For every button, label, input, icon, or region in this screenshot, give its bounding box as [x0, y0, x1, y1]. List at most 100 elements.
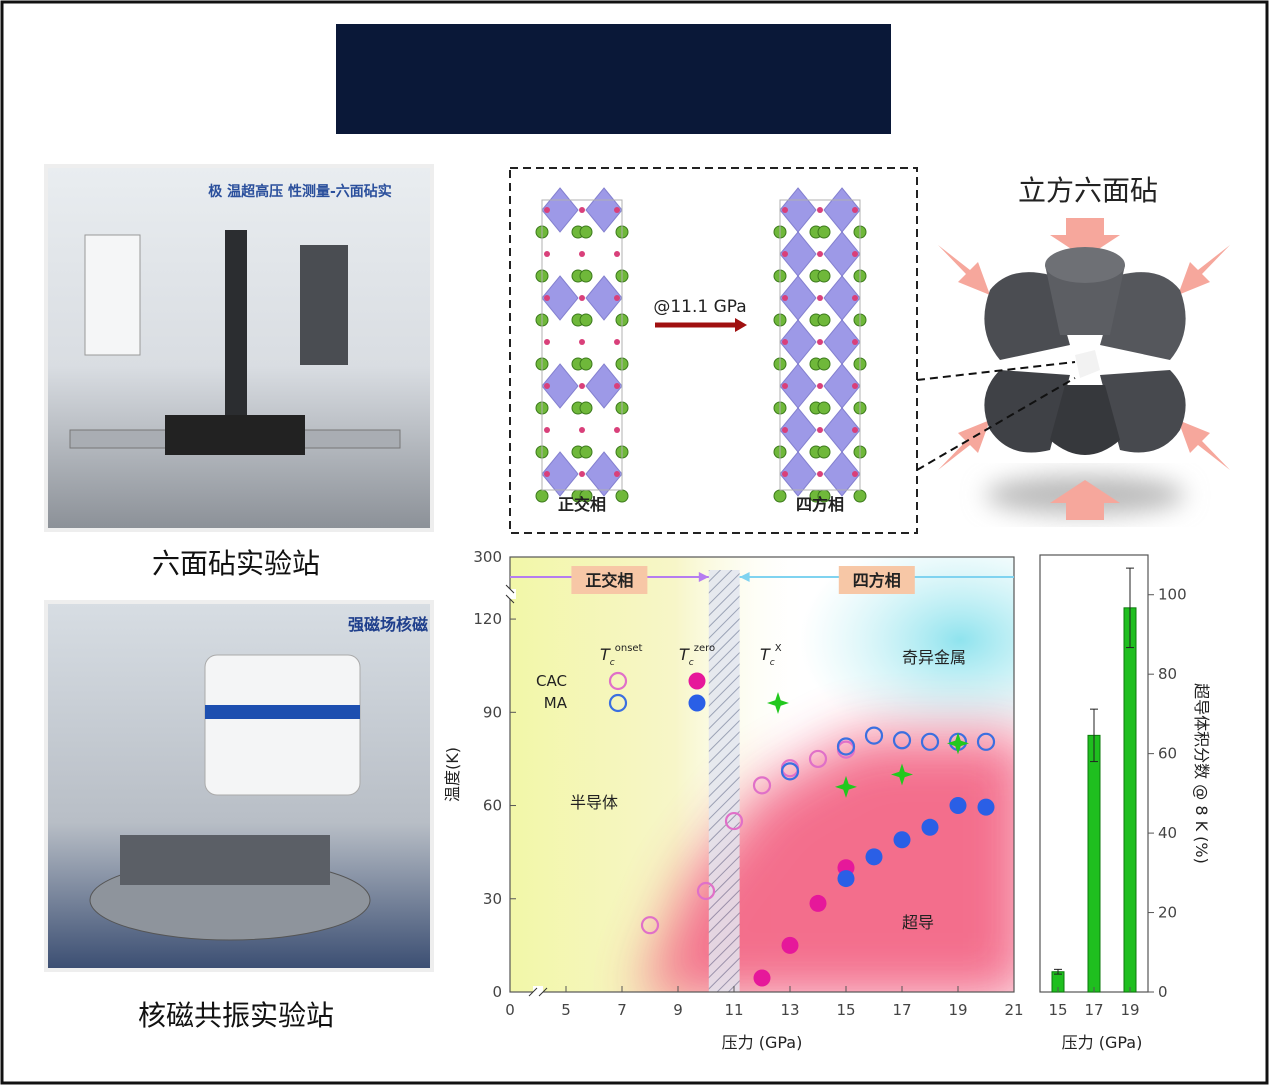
legend-marker	[608, 693, 628, 713]
atom	[614, 339, 620, 345]
atom	[817, 207, 823, 213]
anvil-block	[984, 370, 1070, 453]
x-axis-label: 压力 (GPa)	[1062, 1033, 1143, 1052]
x-tick-label: 15	[1048, 1001, 1067, 1019]
y-tick-label: 40	[1158, 824, 1177, 842]
y-tick-label: 0	[492, 983, 502, 1001]
anvil-block	[1100, 272, 1186, 360]
legend-column-label: TcX	[760, 643, 782, 668]
atom	[817, 225, 831, 239]
y-tick-label: 90	[483, 703, 502, 721]
atom	[773, 489, 787, 503]
sign-text: 极 温超高压 性测量-六面砧实	[208, 183, 392, 200]
atom	[579, 207, 585, 213]
atom	[782, 207, 788, 213]
transition-band	[708, 570, 740, 992]
sign-text: 强磁场核磁	[348, 615, 428, 634]
x-tick-label: 19	[948, 1001, 967, 1019]
lattice	[535, 187, 867, 503]
y-tick-label: 120	[473, 610, 502, 628]
photo-2: 强磁场核磁	[44, 600, 434, 972]
x-tick-label: 5	[561, 1001, 571, 1019]
force-arrow	[1178, 245, 1230, 295]
filled-marker	[949, 797, 967, 815]
atom	[544, 383, 550, 389]
phase-arrow-head	[698, 572, 709, 582]
force-arrow	[1050, 218, 1120, 258]
atom	[615, 489, 629, 503]
y-tick-label: 80	[1158, 665, 1177, 683]
filled-marker	[977, 798, 995, 816]
filled-marker	[781, 936, 799, 954]
legend-column-label: Tconset	[600, 643, 643, 668]
legend-marker	[688, 694, 706, 712]
filled-marker	[809, 894, 827, 912]
anvil-title: 立方六面砧	[1018, 174, 1158, 207]
star-marker	[947, 732, 969, 755]
x-tick-label: 17	[1084, 1001, 1103, 1019]
title-banner	[336, 24, 891, 134]
anvil-illustration	[916, 218, 1230, 520]
atom	[544, 251, 550, 257]
atom	[782, 295, 788, 301]
legend-row-label: MA	[544, 694, 568, 712]
x-tick-label: 11	[724, 1001, 743, 1019]
octahedron	[541, 363, 579, 409]
star-marker	[891, 763, 913, 786]
atom	[782, 251, 788, 257]
atom	[853, 489, 867, 503]
open-marker	[892, 731, 912, 750]
photo-caption: 核磁共振实验站	[138, 999, 334, 1032]
atom	[817, 269, 831, 283]
legend-sup: X	[775, 643, 782, 654]
y-axis-label: 超导体积分数 @ 8 K (%)	[1192, 683, 1211, 864]
volume-fraction-chart: 0 20 40 60 80 100 15 17 19 压力 (GPa) 超导体积分数 @ 8 K (…	[1039, 554, 1211, 1052]
strange-metal-region	[800, 557, 1014, 750]
atom	[579, 225, 593, 239]
region-label: 奇异金属	[902, 648, 966, 667]
atom	[852, 339, 858, 345]
atom	[544, 295, 550, 301]
x-tick-label: 21	[1004, 1001, 1023, 1019]
legend-column-label: Tczero	[679, 643, 715, 668]
probe-stage	[120, 835, 330, 885]
filled-marker	[921, 818, 939, 836]
break-mark	[528, 987, 538, 997]
y-tick-label: 0	[1158, 983, 1168, 1001]
atom	[579, 313, 593, 327]
legend-symbol: T	[600, 645, 611, 664]
atom	[579, 295, 585, 301]
atom	[852, 471, 858, 477]
atom	[544, 471, 550, 477]
zoom-line	[916, 377, 1076, 471]
y-axis-label: 温度(K)	[443, 747, 462, 802]
axis-break	[504, 584, 516, 604]
arrow-label: @11.1 GPa	[653, 297, 746, 317]
octahedron	[585, 451, 623, 497]
base	[165, 415, 305, 455]
atom	[614, 207, 620, 213]
atom	[852, 207, 858, 213]
legend-marker	[688, 672, 706, 690]
star-marker	[835, 775, 857, 798]
break-mark	[505, 594, 515, 604]
atom	[579, 427, 585, 433]
legend-sub: c	[610, 658, 615, 668]
legend-marker	[608, 671, 628, 691]
atom	[579, 269, 593, 283]
atom	[579, 471, 585, 477]
break-gap	[504, 589, 516, 599]
open-marker	[808, 749, 828, 769]
atom	[817, 339, 823, 345]
atom	[782, 471, 788, 477]
atom	[852, 427, 858, 433]
filled-marker	[865, 848, 883, 866]
atom	[817, 471, 823, 477]
octahedron	[585, 275, 623, 321]
atom	[852, 383, 858, 389]
octahedron	[541, 275, 579, 321]
filled-marker	[837, 870, 855, 888]
break-mark	[505, 584, 515, 594]
y-tick-label: 100	[1158, 586, 1187, 604]
